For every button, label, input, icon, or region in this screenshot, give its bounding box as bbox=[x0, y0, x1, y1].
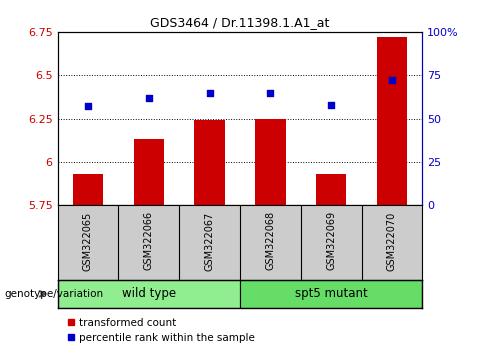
Point bbox=[84, 104, 92, 109]
Bar bbox=[58, 280, 240, 308]
Point bbox=[388, 78, 396, 83]
Point bbox=[327, 102, 335, 108]
Point bbox=[145, 95, 153, 101]
Text: GSM322068: GSM322068 bbox=[265, 211, 276, 270]
Point bbox=[266, 90, 274, 96]
Text: spt5 mutant: spt5 mutant bbox=[295, 287, 368, 300]
Bar bbox=[377, 37, 407, 205]
Bar bbox=[316, 174, 347, 205]
Bar bbox=[133, 139, 164, 205]
Text: GSM322067: GSM322067 bbox=[204, 211, 215, 270]
Text: GSM322066: GSM322066 bbox=[144, 211, 154, 270]
Text: GSM322070: GSM322070 bbox=[387, 211, 397, 270]
Text: GSM322069: GSM322069 bbox=[326, 211, 336, 270]
Text: wild type: wild type bbox=[122, 287, 176, 300]
Bar bbox=[240, 280, 422, 308]
Text: genotype/variation: genotype/variation bbox=[5, 289, 104, 299]
Bar bbox=[73, 174, 103, 205]
Text: GDS3464 / Dr.11398.1.A1_at: GDS3464 / Dr.11398.1.A1_at bbox=[150, 16, 330, 29]
Legend: transformed count, percentile rank within the sample: transformed count, percentile rank withi… bbox=[63, 314, 260, 347]
Point bbox=[206, 90, 214, 96]
Bar bbox=[194, 120, 225, 205]
Bar bbox=[255, 119, 286, 205]
Text: GSM322065: GSM322065 bbox=[83, 211, 93, 270]
